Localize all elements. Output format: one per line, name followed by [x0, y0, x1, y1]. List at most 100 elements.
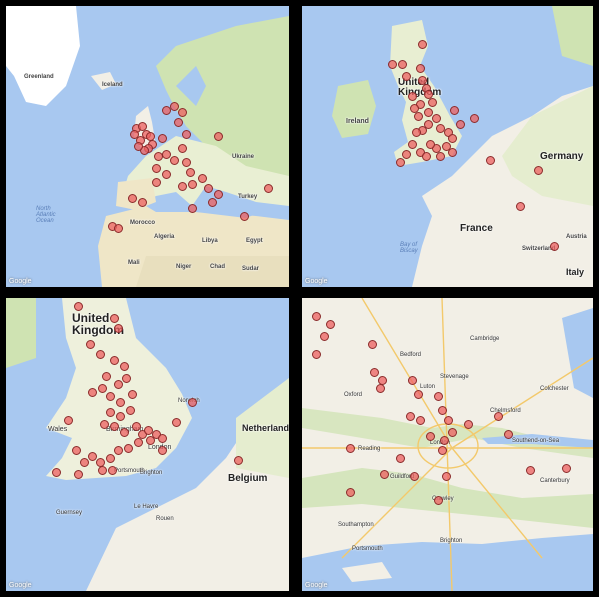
location-marker[interactable]: [143, 425, 153, 435]
location-marker[interactable]: [409, 471, 419, 481]
location-marker[interactable]: [145, 131, 155, 141]
location-marker[interactable]: [85, 339, 95, 349]
location-marker[interactable]: [345, 443, 355, 453]
location-marker[interactable]: [121, 373, 131, 383]
location-marker[interactable]: [177, 107, 187, 117]
location-marker[interactable]: [145, 435, 155, 445]
location-marker[interactable]: [137, 121, 147, 131]
location-marker[interactable]: [131, 421, 141, 431]
location-marker[interactable]: [379, 469, 389, 479]
location-marker[interactable]: [87, 387, 97, 397]
location-marker[interactable]: [411, 127, 421, 137]
location-marker[interactable]: [387, 59, 397, 69]
location-marker[interactable]: [425, 139, 435, 149]
location-marker[interactable]: [127, 193, 137, 203]
location-marker[interactable]: [203, 183, 213, 193]
location-marker[interactable]: [109, 421, 119, 431]
location-marker[interactable]: [395, 453, 405, 463]
location-marker[interactable]: [463, 419, 473, 429]
location-marker[interactable]: [427, 97, 437, 107]
location-marker[interactable]: [109, 313, 119, 323]
location-marker[interactable]: [413, 389, 423, 399]
location-marker[interactable]: [109, 355, 119, 365]
map-panel-southeast-england[interactable]: Oxford Cambridge Bedford Luton Stevenage Read…: [302, 298, 593, 591]
location-marker[interactable]: [169, 155, 179, 165]
location-marker[interactable]: [423, 107, 433, 117]
location-marker[interactable]: [157, 433, 167, 443]
location-marker[interactable]: [447, 427, 457, 437]
location-marker[interactable]: [325, 319, 335, 329]
location-marker[interactable]: [207, 197, 217, 207]
location-marker[interactable]: [105, 453, 115, 463]
location-marker[interactable]: [407, 91, 417, 101]
location-marker[interactable]: [485, 155, 495, 165]
map-panel-europe[interactable]: Greenland Iceland Ukraine Turkey Morocco Alge…: [6, 6, 289, 287]
location-marker[interactable]: [73, 301, 83, 311]
location-marker[interactable]: [113, 379, 123, 389]
location-marker[interactable]: [395, 157, 405, 167]
location-marker[interactable]: [161, 169, 171, 179]
location-marker[interactable]: [197, 173, 207, 183]
location-marker[interactable]: [133, 141, 143, 151]
location-marker[interactable]: [157, 133, 167, 143]
location-marker[interactable]: [369, 367, 379, 377]
location-marker[interactable]: [533, 165, 543, 175]
location-marker[interactable]: [105, 391, 115, 401]
location-marker[interactable]: [171, 417, 181, 427]
location-marker[interactable]: [415, 63, 425, 73]
location-marker[interactable]: [79, 457, 89, 467]
location-marker[interactable]: [433, 495, 443, 505]
location-marker[interactable]: [161, 105, 171, 115]
location-marker[interactable]: [421, 151, 431, 161]
location-marker[interactable]: [97, 465, 107, 475]
location-marker[interactable]: [397, 59, 407, 69]
location-marker[interactable]: [455, 119, 465, 129]
location-marker[interactable]: [51, 467, 61, 477]
location-marker[interactable]: [181, 157, 191, 167]
location-marker[interactable]: [133, 437, 143, 447]
location-marker[interactable]: [263, 183, 273, 193]
location-marker[interactable]: [549, 241, 559, 251]
location-marker[interactable]: [107, 465, 117, 475]
location-marker[interactable]: [437, 405, 447, 415]
location-marker[interactable]: [123, 443, 133, 453]
location-marker[interactable]: [177, 181, 187, 191]
location-marker[interactable]: [113, 445, 123, 455]
location-marker[interactable]: [97, 383, 107, 393]
location-marker[interactable]: [125, 405, 135, 415]
location-marker[interactable]: [177, 143, 187, 153]
location-marker[interactable]: [157, 445, 167, 455]
location-marker[interactable]: [401, 149, 411, 159]
location-marker[interactable]: [119, 427, 129, 437]
location-marker[interactable]: [417, 39, 427, 49]
location-marker[interactable]: [439, 435, 449, 445]
location-marker[interactable]: [417, 75, 427, 85]
location-marker[interactable]: [367, 339, 377, 349]
location-marker[interactable]: [87, 451, 97, 461]
location-marker[interactable]: [113, 323, 123, 333]
location-marker[interactable]: [311, 349, 321, 359]
location-marker[interactable]: [169, 101, 179, 111]
location-marker[interactable]: [493, 411, 503, 421]
location-marker[interactable]: [447, 147, 457, 157]
location-marker[interactable]: [161, 149, 171, 159]
location-marker[interactable]: [63, 415, 73, 425]
location-marker[interactable]: [129, 129, 139, 139]
location-marker[interactable]: [435, 123, 445, 133]
map-panel-uk-france[interactable]: United Kingdom Ireland France Germany Italy A…: [302, 6, 593, 287]
location-marker[interactable]: [437, 445, 447, 455]
location-marker[interactable]: [407, 375, 417, 385]
location-marker[interactable]: [345, 487, 355, 497]
location-marker[interactable]: [115, 397, 125, 407]
location-marker[interactable]: [443, 415, 453, 425]
location-marker[interactable]: [71, 445, 81, 455]
location-marker[interactable]: [233, 455, 243, 465]
location-marker[interactable]: [441, 141, 451, 151]
location-marker[interactable]: [409, 103, 419, 113]
location-marker[interactable]: [405, 411, 415, 421]
location-marker[interactable]: [441, 471, 451, 481]
location-marker[interactable]: [95, 349, 105, 359]
location-marker[interactable]: [447, 133, 457, 143]
location-marker[interactable]: [213, 189, 223, 199]
location-marker[interactable]: [127, 389, 137, 399]
